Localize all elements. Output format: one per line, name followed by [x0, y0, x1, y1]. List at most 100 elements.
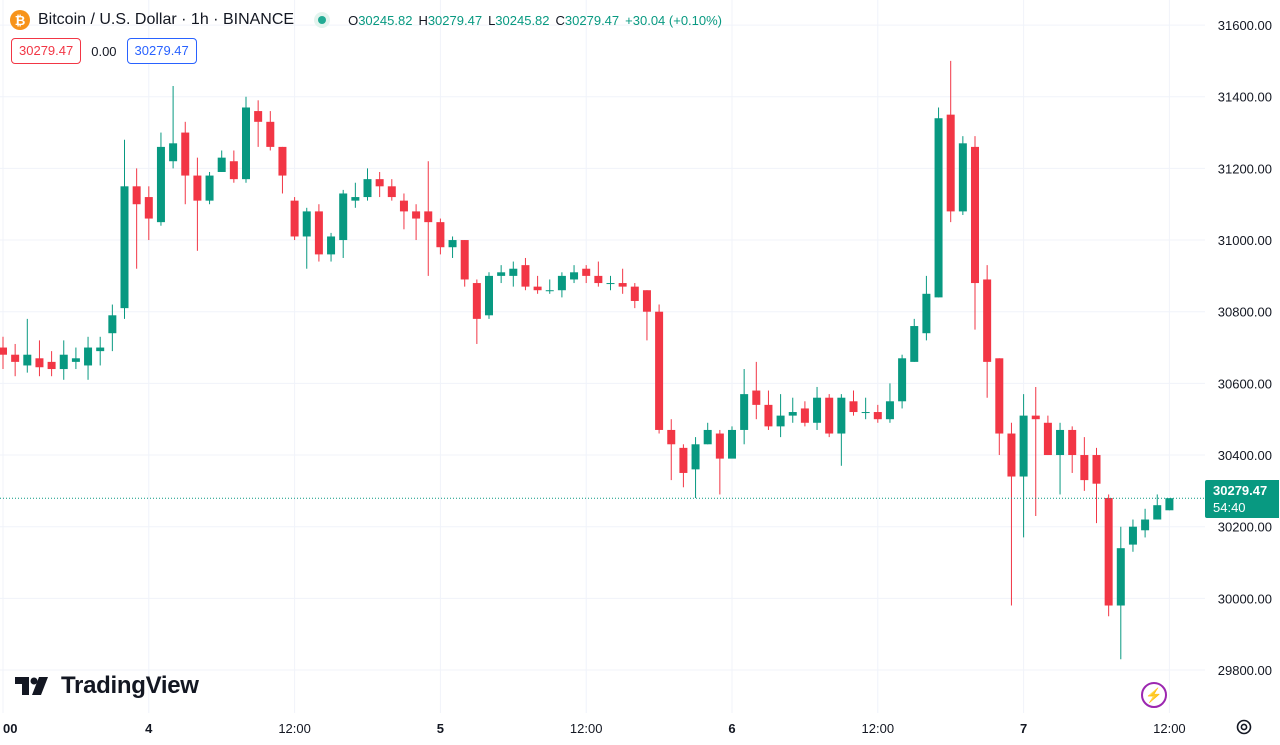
candle-body	[509, 268, 518, 276]
candle-body	[290, 200, 299, 237]
symbol-title[interactable]: Bitcoin / U.S. Dollar · 1h · BINANCE	[38, 11, 295, 28]
candle-body	[217, 157, 226, 172]
tradingview-logo[interactable]: TradingView	[15, 672, 199, 700]
candle-body	[1104, 498, 1113, 606]
candle	[266, 111, 275, 151]
candle	[229, 150, 238, 183]
market-status-icon[interactable]	[314, 12, 331, 28]
open-value: 30245.82	[358, 12, 413, 28]
candle-body	[156, 146, 165, 223]
candle-body	[594, 275, 603, 284]
x-tick-label: 6	[728, 721, 735, 736]
candle	[108, 304, 117, 352]
candle	[205, 171, 214, 205]
candle-body	[497, 272, 506, 276]
candle	[776, 394, 785, 438]
candle	[764, 390, 773, 430]
candle	[1043, 415, 1052, 456]
candle-body	[436, 222, 445, 248]
x-tick-label: 4	[145, 721, 153, 736]
x-tick-label: 00	[3, 721, 17, 736]
candle-body	[1141, 519, 1150, 531]
y-tick-label: 31200.00	[1218, 161, 1272, 176]
candle	[193, 157, 202, 251]
candle-body	[96, 347, 105, 352]
candle-body	[1128, 526, 1137, 545]
candle-body	[1031, 415, 1040, 420]
candle	[1019, 394, 1028, 538]
candle	[837, 394, 846, 466]
candle	[533, 275, 542, 294]
x-tick-label: 7	[1020, 721, 1027, 736]
candle-body	[995, 358, 1004, 434]
last-price-label: 30279.47 54:40	[1205, 480, 1279, 518]
candle-body	[740, 394, 749, 430]
candle-body	[1068, 429, 1077, 456]
candle-body	[655, 311, 664, 430]
candle-body	[1056, 429, 1065, 456]
candle	[1031, 386, 1040, 516]
candle-body	[788, 412, 797, 416]
candle-body	[0, 347, 7, 355]
candle	[156, 132, 165, 226]
candle	[363, 168, 372, 201]
candle	[1068, 426, 1077, 473]
price-axis[interactable]: 31600.00 31400.00 31200.00 31000.00 30800.00…	[1218, 18, 1272, 678]
candle-body	[47, 361, 56, 370]
y-tick-label: 30800.00	[1218, 305, 1272, 320]
y-tick-label: 31600.00	[1218, 18, 1272, 33]
candlestick-series	[0, 60, 1174, 660]
lightning-icon[interactable]: ⚡	[1141, 682, 1167, 708]
time-axis[interactable]: 00 4 12:00 5 12:00 6 12:00 7 12:00	[3, 721, 1186, 736]
candle-body	[1080, 455, 1089, 481]
candle-body	[545, 290, 554, 292]
candle	[655, 304, 664, 434]
candle	[630, 283, 639, 309]
candle	[594, 261, 603, 287]
candle-body	[460, 240, 469, 280]
gear-icon[interactable]	[1234, 717, 1254, 737]
candle	[642, 290, 651, 341]
candle	[399, 193, 408, 230]
candle-body	[922, 293, 931, 334]
candle	[120, 139, 129, 319]
candle	[946, 60, 955, 223]
sell-price-button[interactable]: 30279.47	[11, 38, 82, 64]
ohlc-values: O30245.82 H30279.47 L30245.82 C30279.47 …	[348, 13, 722, 28]
y-tick-label: 30000.00	[1218, 591, 1272, 606]
x-tick-label: 12:00	[862, 721, 895, 736]
candle-body	[108, 315, 117, 334]
candle-body	[946, 114, 955, 212]
candle-body	[59, 354, 68, 370]
candle	[521, 257, 530, 291]
candle-body	[582, 268, 591, 276]
candle-body	[983, 279, 992, 362]
candle	[728, 426, 736, 459]
candle-body	[412, 211, 421, 219]
candle-body	[885, 401, 894, 420]
candle	[1080, 437, 1089, 491]
candle	[606, 275, 615, 291]
candle	[582, 265, 591, 284]
candle-body	[813, 397, 822, 423]
candle-body	[485, 275, 493, 316]
candle-body	[339, 193, 348, 241]
candle	[132, 168, 141, 269]
buy-price-button[interactable]: 30279.47	[126, 38, 197, 64]
tradingview-logo-icon	[15, 677, 48, 695]
candle-body	[35, 358, 44, 368]
candle-body	[448, 240, 457, 248]
candle	[1165, 498, 1174, 511]
candle	[71, 347, 80, 370]
candle	[290, 197, 299, 241]
candle-body	[533, 286, 542, 291]
candle-body	[642, 290, 651, 312]
candle	[910, 318, 919, 362]
candle	[217, 150, 226, 172]
candle	[169, 85, 178, 169]
candle	[1141, 508, 1150, 538]
candle	[278, 146, 287, 194]
candle	[557, 272, 566, 298]
close-label: C	[555, 12, 565, 28]
